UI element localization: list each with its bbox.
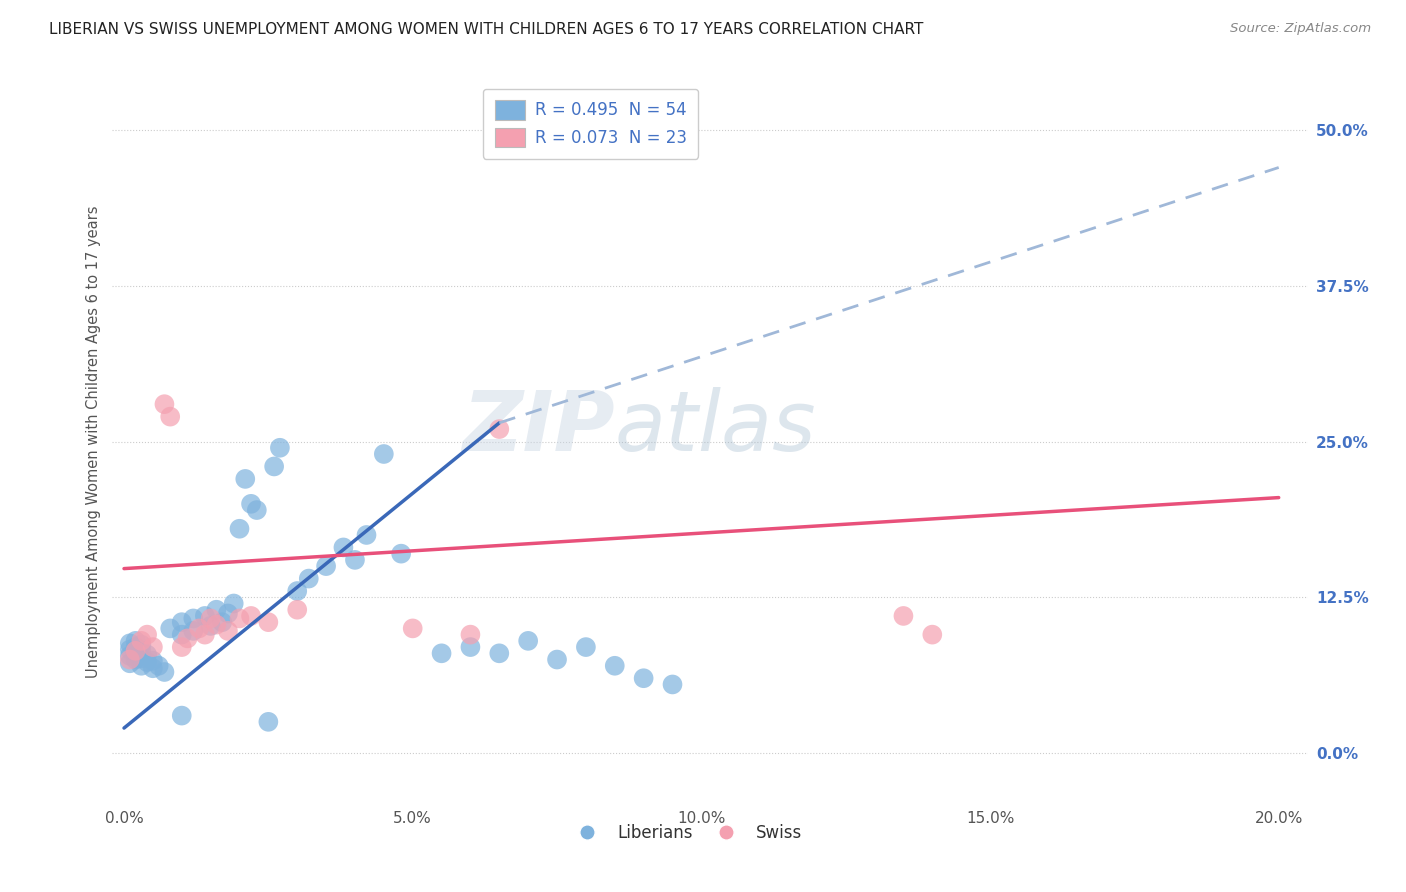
Point bbox=[136, 648, 159, 662]
Point bbox=[257, 714, 280, 729]
Point bbox=[118, 652, 141, 666]
Point bbox=[188, 621, 211, 635]
Point bbox=[131, 638, 153, 652]
Point bbox=[373, 447, 395, 461]
Point bbox=[633, 671, 655, 685]
Point bbox=[170, 615, 193, 630]
Point bbox=[603, 658, 626, 673]
Point bbox=[142, 654, 165, 668]
Text: atlas: atlas bbox=[614, 386, 815, 467]
Point bbox=[181, 624, 204, 638]
Point bbox=[205, 617, 228, 632]
Point bbox=[246, 503, 269, 517]
Point bbox=[661, 677, 683, 691]
Point bbox=[118, 657, 141, 671]
Point bbox=[118, 642, 141, 657]
Point bbox=[136, 627, 159, 641]
Point bbox=[118, 636, 141, 650]
Point bbox=[194, 627, 217, 641]
Point bbox=[131, 644, 153, 658]
Point bbox=[217, 607, 239, 621]
Point bbox=[228, 611, 250, 625]
Point bbox=[200, 611, 222, 625]
Point bbox=[153, 665, 176, 679]
Point bbox=[124, 640, 146, 654]
Point bbox=[194, 609, 217, 624]
Point bbox=[205, 603, 228, 617]
Point bbox=[136, 655, 159, 669]
Point bbox=[222, 597, 245, 611]
Text: ZIP: ZIP bbox=[461, 386, 614, 467]
Point bbox=[153, 397, 176, 411]
Point bbox=[285, 584, 308, 599]
Point bbox=[181, 611, 204, 625]
Point bbox=[298, 572, 321, 586]
Legend: Liberians, Swiss: Liberians, Swiss bbox=[564, 817, 808, 848]
Point bbox=[488, 646, 510, 660]
Point bbox=[170, 708, 193, 723]
Point bbox=[285, 603, 308, 617]
Point bbox=[124, 633, 146, 648]
Point bbox=[389, 547, 412, 561]
Point bbox=[921, 627, 943, 641]
Y-axis label: Unemployment Among Women with Children Ages 6 to 17 years: Unemployment Among Women with Children A… bbox=[86, 205, 101, 678]
Point bbox=[170, 640, 193, 654]
Point bbox=[343, 553, 366, 567]
Point bbox=[575, 640, 598, 654]
Point bbox=[170, 627, 193, 641]
Point bbox=[142, 640, 165, 654]
Point bbox=[488, 422, 510, 436]
Point bbox=[124, 644, 146, 658]
Point bbox=[546, 652, 568, 666]
Text: Source: ZipAtlas.com: Source: ZipAtlas.com bbox=[1230, 22, 1371, 36]
Point bbox=[176, 632, 198, 646]
Point bbox=[269, 441, 291, 455]
Point bbox=[332, 541, 354, 555]
Point bbox=[257, 615, 280, 630]
Text: LIBERIAN VS SWISS UNEMPLOYMENT AMONG WOMEN WITH CHILDREN AGES 6 TO 17 YEARS CORR: LIBERIAN VS SWISS UNEMPLOYMENT AMONG WOM… bbox=[49, 22, 924, 37]
Point bbox=[460, 640, 482, 654]
Point bbox=[893, 609, 915, 624]
Point bbox=[124, 652, 146, 666]
Point bbox=[131, 633, 153, 648]
Point bbox=[211, 615, 233, 630]
Point bbox=[118, 648, 141, 663]
Point bbox=[228, 522, 250, 536]
Point bbox=[460, 627, 482, 641]
Point bbox=[217, 624, 239, 638]
Point bbox=[315, 559, 337, 574]
Point bbox=[517, 633, 540, 648]
Point bbox=[233, 472, 256, 486]
Point bbox=[430, 646, 453, 660]
Point bbox=[402, 621, 425, 635]
Point bbox=[356, 528, 378, 542]
Point bbox=[142, 661, 165, 675]
Point bbox=[159, 409, 181, 424]
Point bbox=[124, 646, 146, 660]
Point bbox=[131, 651, 153, 665]
Point bbox=[131, 658, 153, 673]
Point bbox=[240, 609, 263, 624]
Point bbox=[240, 497, 263, 511]
Point bbox=[148, 658, 170, 673]
Point bbox=[159, 621, 181, 635]
Point bbox=[263, 459, 285, 474]
Point bbox=[200, 619, 222, 633]
